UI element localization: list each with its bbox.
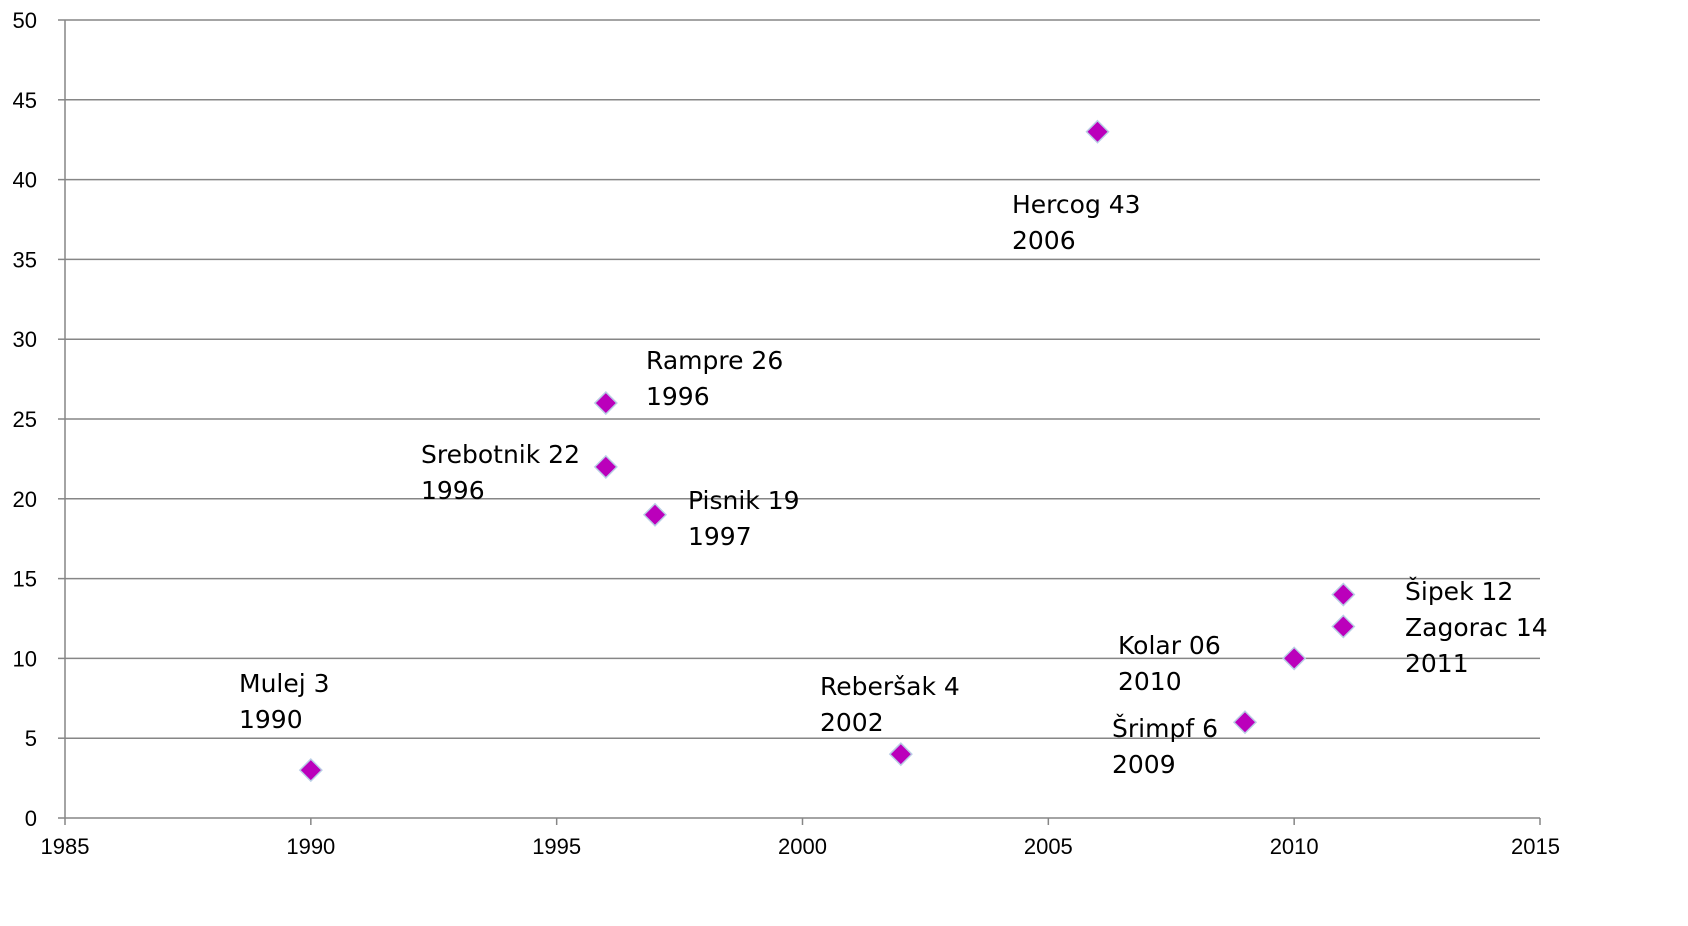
data-point-marker: [1331, 614, 1356, 639]
x-axis-tick-labels: 1985 1990 1995 2000 2005 2010 2015: [41, 834, 1560, 859]
data-point-marker: [642, 502, 668, 527]
annotation-line: Mulej 3: [239, 669, 330, 698]
data-point-marker: [1085, 119, 1110, 144]
annotation-line: Kolar 06: [1118, 631, 1221, 660]
annotation-line: Srebotnik 22: [421, 440, 580, 469]
annotation-line: 2011: [1405, 649, 1469, 678]
y-tick-label: 5: [25, 726, 37, 751]
annotation-line: 1996: [646, 382, 710, 411]
annotation-line: 1996: [421, 476, 485, 505]
y-tick-label: 35: [13, 247, 37, 272]
y-tick-label: 10: [13, 646, 37, 671]
point-annotation-rebersak: Reberšak 4 2002: [820, 672, 960, 737]
point-annotation-rampre: Rampre 26 1996: [646, 346, 783, 411]
point-annotation-mulej: Mulej 3 1990: [239, 669, 330, 734]
x-tick-label: 2000: [778, 834, 827, 859]
annotation-line: Pisnik 19: [688, 486, 800, 515]
annotation-line: Hercog 43: [1012, 190, 1141, 219]
y-tick-label: 45: [13, 88, 37, 113]
y-axis-tick-labels: 0 5 10 15 20 25 30 35 40 45 50: [13, 8, 37, 831]
annotation-line: 2009: [1112, 750, 1176, 779]
annotation-line: 1997: [688, 522, 752, 551]
annotation-line: 2002: [820, 708, 884, 737]
annotation-line: Šipek 12: [1405, 576, 1513, 606]
y-tick-label: 0: [25, 806, 37, 831]
annotation-line: 1990: [239, 705, 303, 734]
point-annotation-sipek-zagorac: Šipek 12 Zagorac 14 2011: [1405, 576, 1548, 678]
point-annotation-srimpf: Šrimpf 6 2009: [1112, 713, 1218, 779]
annotation-line: 2010: [1118, 667, 1182, 696]
x-tick-label: 1995: [532, 834, 581, 859]
point-annotation-pisnik: Pisnik 19 1997: [688, 486, 800, 551]
data-point-marker: [1331, 582, 1356, 607]
annotation-line: Šrimpf 6: [1112, 713, 1218, 743]
grid-lines: [65, 19, 1540, 739]
annotation-line: Zagorac 14: [1405, 613, 1548, 642]
data-point-marker: [298, 758, 323, 783]
point-annotation-srebotnik: Srebotnik 22 1996: [421, 440, 580, 505]
annotation-line: 2006: [1012, 226, 1076, 255]
data-points: [298, 119, 1356, 783]
y-tick-label: 30: [13, 327, 37, 352]
x-tick-label: 1985: [41, 834, 90, 859]
point-annotation-kolar: Kolar 06 2010: [1118, 631, 1221, 696]
y-tick-label: 25: [13, 407, 37, 432]
annotation-line: Reberšak 4: [820, 672, 960, 701]
point-annotations: Mulej 3 1990 Rampre 26 1996 Srebotnik 22 1996…: [239, 190, 1548, 779]
point-annotation-hercog: Hercog 43 2006: [1012, 190, 1141, 255]
y-tick-label: 15: [13, 567, 37, 592]
x-tick-label: 2005: [1024, 834, 1073, 859]
data-point-marker: [1282, 646, 1307, 671]
y-tick-label: 50: [13, 8, 37, 33]
data-point-marker: [593, 390, 618, 416]
annotation-line: Rampre 26: [646, 346, 783, 375]
x-tick-label: 1990: [286, 834, 335, 859]
y-tick-label: 40: [13, 168, 37, 193]
x-tick-label: 2010: [1270, 834, 1319, 859]
y-tick-label: 20: [13, 487, 37, 512]
data-point-marker: [1232, 710, 1258, 735]
x-tick-label: 2015: [1511, 834, 1560, 859]
data-point-marker: [888, 742, 913, 767]
data-point-marker: [593, 454, 618, 479]
axes: [58, 19, 1541, 825]
